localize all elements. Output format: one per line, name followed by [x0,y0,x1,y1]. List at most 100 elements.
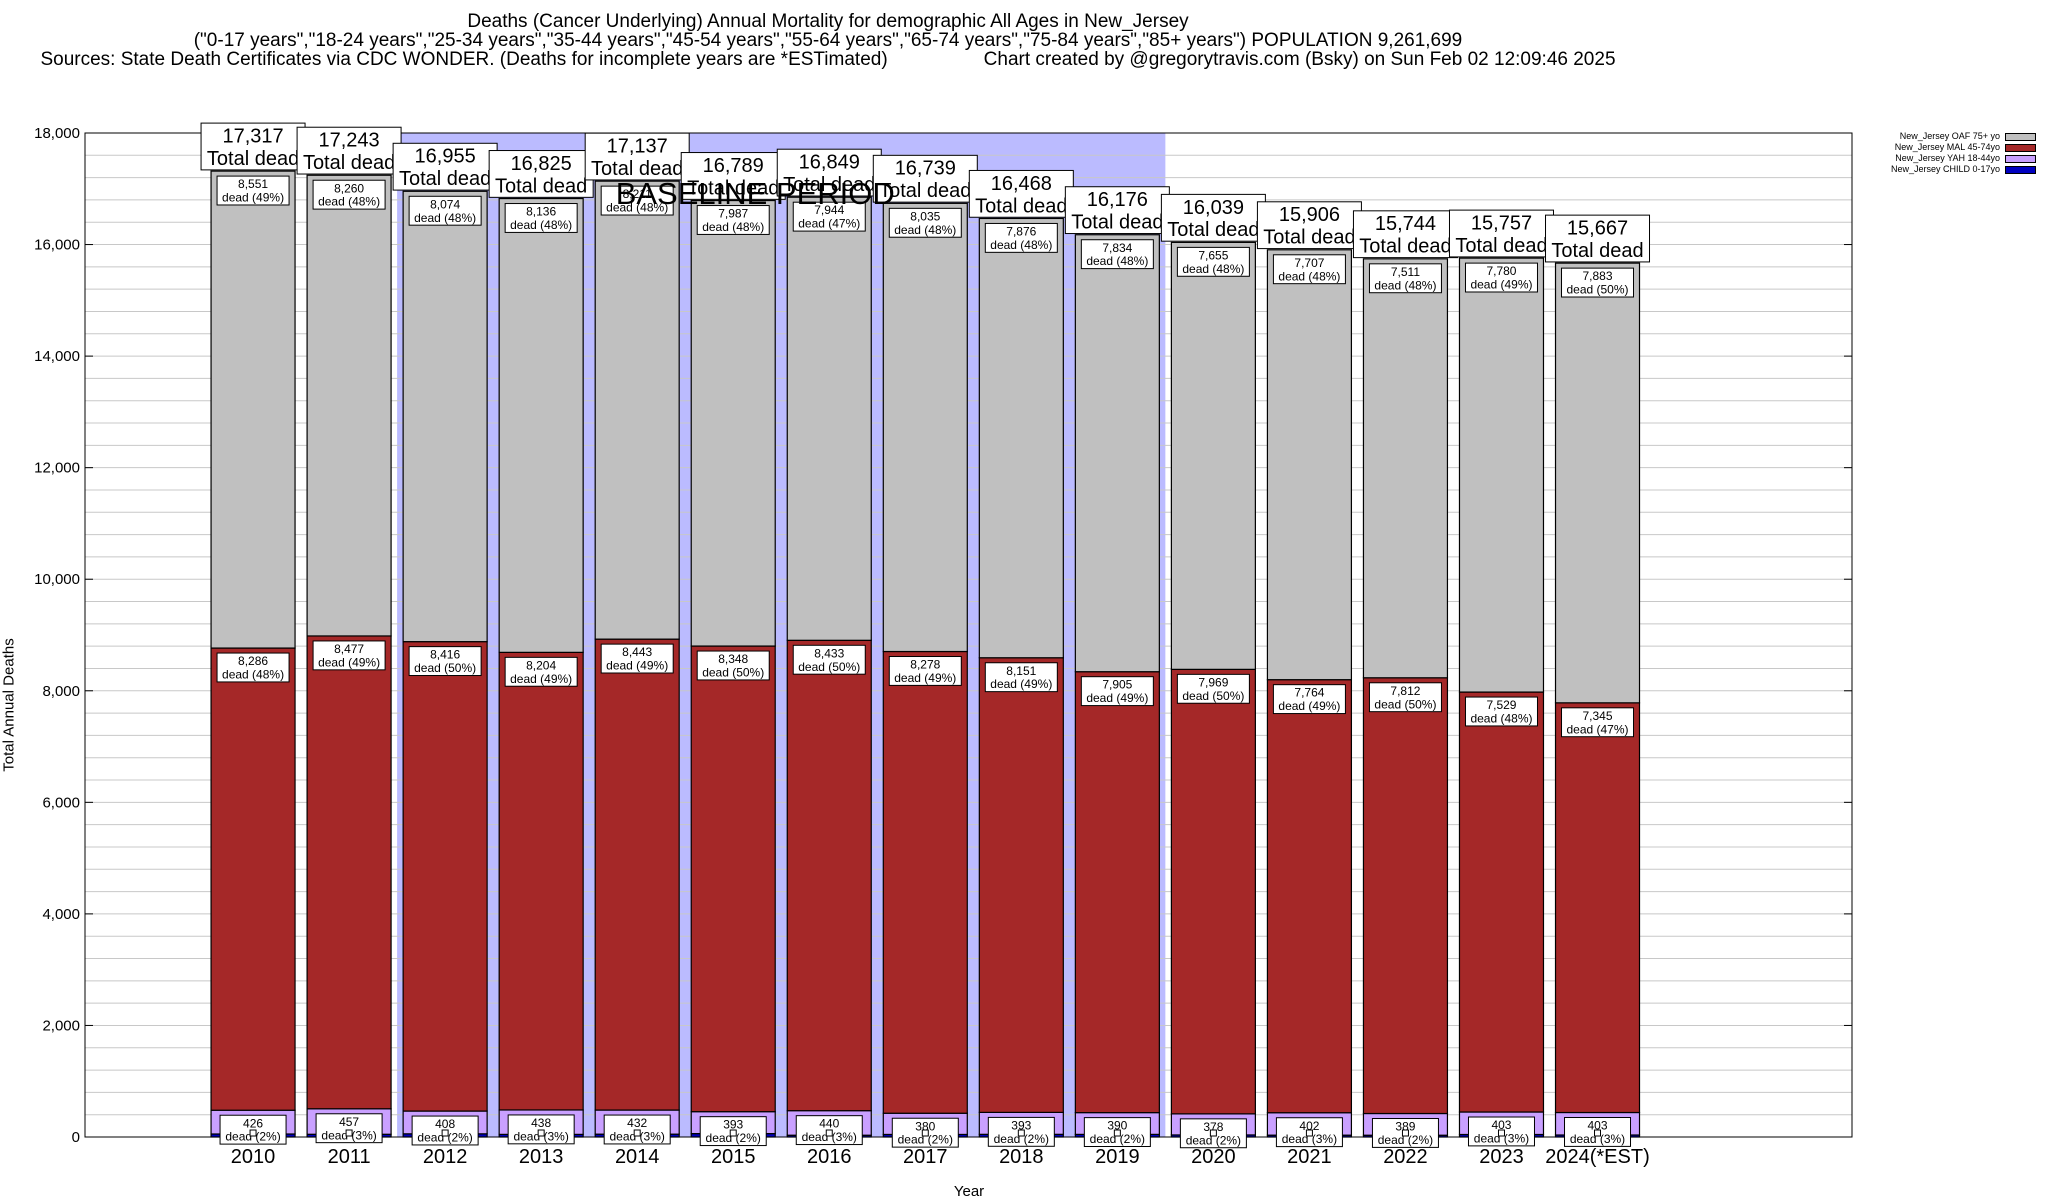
total-label-2017-box [872,154,978,203]
child-marker-2024(*EST) [1594,1129,1602,1137]
baseline-period-label: BASELINE PERIOD [616,176,895,211]
bar-mal-2013 [498,651,584,1111]
bar-oaf-2015 [690,199,776,647]
mal-label-2021-text: dead (49%) [1278,699,1340,713]
y-tick-label: 12,000 [34,460,80,477]
yah-label-2016-box [795,1115,863,1146]
total-label-2011-text: Total dead [303,152,395,174]
yah-label-2024(*EST)-text: 403 [1587,1119,1607,1133]
bar-oaf-2021 [1266,249,1353,681]
mal-label-2020-box [1176,673,1250,704]
total-label-2021-text: Total dead [1263,227,1355,249]
legend-swatch [2005,166,2036,174]
yah-label-2013-text: 438 [531,1116,551,1130]
oaf-label-2012-text: dead (48%) [414,211,476,225]
mal-label-2015-text: 8,348 [718,652,748,666]
total-label-2022-box [1352,210,1458,259]
total-label-2012-text: Total dead [399,168,491,190]
mal-label-2022-text: 7,812 [1390,684,1420,698]
mal-label-2015-box [696,650,770,681]
x-tick-label: 2021 [1287,1146,1332,1168]
yah-label-2021-text: dead (3%) [1282,1132,1337,1146]
total-label-2019-box [1064,186,1170,235]
yah-label-2019-text: dead (2%) [1090,1132,1145,1146]
total-label-2017-text: 16,739 [895,158,956,180]
chart-legend: New_Jersey OAF 75+ yo New_Jersey MAL 45-7… [1862,131,2042,175]
child-marker-2014 [633,1129,641,1137]
total-label-2016-text: 16,849 [799,152,860,174]
legend-item: New_Jersey OAF 75+ yo [1862,131,2042,142]
mal-label-2010-text: 8,286 [238,654,268,668]
oaf-label-2016-text: dead (47%) [798,217,860,231]
oaf-label-2020-text: dead (48%) [1182,262,1244,276]
mal-label-2013-box [504,656,578,687]
bar-mal-2021 [1266,679,1353,1114]
child-marker-2011 [345,1129,353,1137]
oaf-label-2019-text: dead (48%) [1086,254,1148,268]
bar-mal-2017 [882,650,968,1114]
mal-label-2017-text: dead (49%) [894,671,956,685]
total-label-2012-box [392,142,498,191]
mal-label-2011-text: dead (49%) [318,655,380,669]
total-label-2010-box [200,122,306,171]
y-tick-label: 14,000 [34,348,80,365]
x-tick-label: 2015 [711,1146,756,1168]
bar-mal-2010 [210,647,296,1111]
yah-label-2016-text: dead (3%) [802,1130,857,1144]
oaf-label-2020-text: 7,655 [1198,248,1228,262]
chart-sources: Sources: State Death Certificates via CD… [40,49,888,70]
mal-label-2013-text: dead (49%) [510,672,572,686]
total-label-2013-text: 16,825 [511,153,572,175]
y-tick-label: 16,000 [34,237,80,254]
legend-label: New_Jersey CHILD 0-17yo [1890,164,2000,174]
mal-label-2024(*EST)-box [1561,707,1635,738]
legend-swatch [2005,144,2036,152]
yah-label-2021-text: 402 [1299,1119,1319,1133]
mal-label-2019-box [1080,676,1154,707]
mal-label-2023-text: 7,529 [1486,698,1516,712]
oaf-label-2011-text: 8,260 [334,181,364,195]
legend-label: New_Jersey MAL 45-74yo [1894,142,2000,152]
bar-oaf-2012 [402,190,488,643]
total-label-2019-text: Total dead [1071,212,1163,234]
mal-label-2020-text: 7,969 [1198,675,1228,689]
total-label-2019-text: 16,176 [1087,189,1148,211]
oaf-label-2021-box [1272,254,1346,285]
oaf-label-2021-text: 7,707 [1294,256,1324,270]
total-label-2020-text: Total dead [1167,219,1259,241]
oaf-label-2024(*EST)-text: 7,883 [1582,269,1612,283]
oaf-label-2010-box [216,175,290,206]
x-tick-label: 2018 [999,1146,1044,1168]
yah-label-2013-box [507,1114,575,1145]
total-label-2017-text: Total dead [879,180,971,202]
total-label-2018-text: 16,468 [991,173,1052,195]
mal-label-2012-text: 8,416 [430,648,460,662]
oaf-label-2022-box [1368,263,1442,294]
bar-oaf-2011 [306,174,392,637]
mal-label-2015-text: dead (50%) [702,666,764,680]
bar-mal-2019 [1074,671,1160,1114]
yah-label-2010-text: dead (2%) [225,1130,280,1144]
mal-label-2010-box [216,652,290,683]
child-marker-2015 [729,1129,737,1137]
y-tick-label: 10,000 [34,571,80,588]
mal-label-2011-box [312,640,386,671]
oaf-label-2015-text: 7,987 [718,207,748,221]
bar-oaf-2018 [978,217,1064,659]
oaf-label-2012-box [408,195,482,226]
yah-label-2015-text: 393 [723,1118,743,1132]
x-tick-label: 2011 [328,1146,371,1168]
